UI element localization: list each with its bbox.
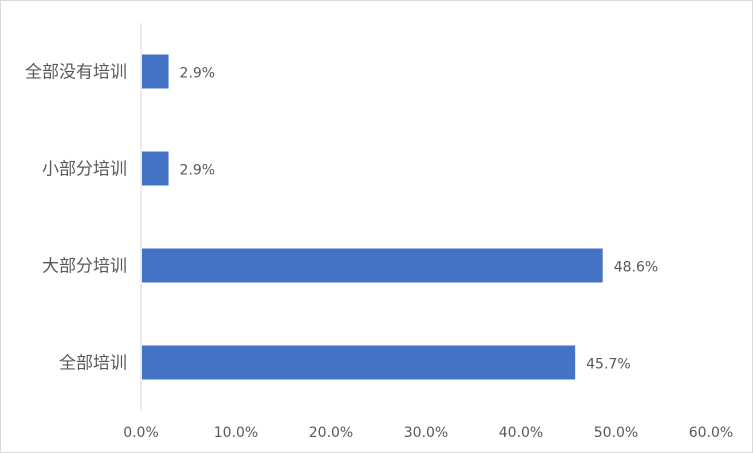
- value-label-0: 2.9%: [180, 66, 216, 82]
- category-label-3: 全部培训: [59, 354, 127, 374]
- x-tick-label-5: 50.0%: [594, 425, 638, 441]
- x-tick-label-4: 40.0%: [499, 425, 543, 441]
- value-label-2: 48.6%: [614, 260, 658, 276]
- x-tick-label-1: 10.0%: [214, 425, 258, 441]
- value-label-3: 45.7%: [586, 357, 630, 373]
- category-label-1: 小部分培训: [42, 160, 127, 180]
- bar-2: [142, 248, 603, 283]
- x-tick-label-3: 30.0%: [404, 425, 448, 441]
- value-label-1: 2.9%: [180, 163, 216, 179]
- bar-0: [142, 54, 169, 89]
- bar-1: [142, 151, 169, 186]
- x-tick-label-0: 0.0%: [123, 425, 159, 441]
- x-tick-label-2: 20.0%: [309, 425, 353, 441]
- x-tick-label-6: 60.0%: [689, 425, 733, 441]
- category-label-0: 全部没有培训: [25, 63, 127, 83]
- category-label-2: 大部分培训: [42, 257, 127, 277]
- bar-3: [142, 345, 576, 380]
